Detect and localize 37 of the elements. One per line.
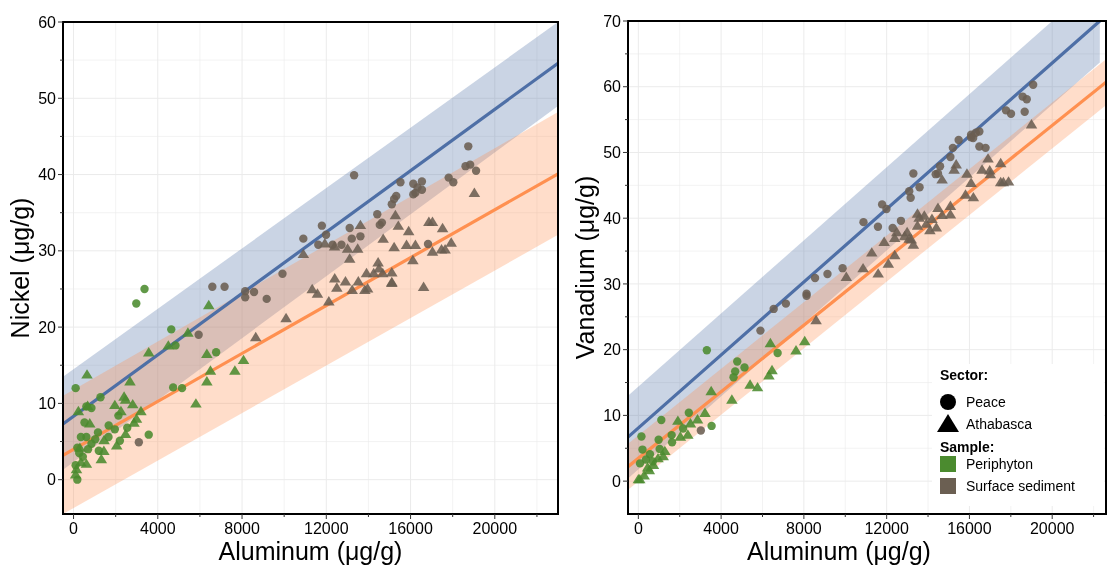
y-axis-title: Nickel (μg/g) — [6, 197, 34, 339]
y-tick-label: 60 — [38, 13, 57, 31]
legend-label: Surface sediment — [966, 477, 1076, 494]
annotation: Sample: — [940, 439, 995, 455]
y-tick-label: 0 — [47, 471, 57, 489]
x-tick-label: 8000 — [786, 520, 822, 537]
x-tick-label: 20000 — [472, 520, 518, 537]
x-tick-label: 4000 — [139, 520, 176, 537]
y-tick-label: 10 — [38, 395, 57, 412]
legend-label: Peace — [966, 393, 1006, 410]
x-axis-title: Aluminum (μg/g) — [218, 537, 403, 565]
x-tick-label: 0 — [633, 520, 643, 537]
x-tick-label: 8000 — [224, 520, 260, 537]
y-tick-label: 20 — [38, 318, 57, 336]
x-tick-label: 12000 — [304, 520, 349, 537]
y-axis-title: Vanadium (μg/g) — [571, 175, 599, 360]
y-tick-label: 30 — [603, 275, 622, 293]
x-axis-title: Aluminum (μg/g) — [747, 537, 931, 565]
y-tick-label: 40 — [603, 209, 622, 227]
x-tick-label: 16000 — [947, 520, 992, 537]
y-tick-label: 30 — [38, 242, 57, 260]
y-tick-label: 20 — [603, 341, 622, 359]
legend-label: Athabasca — [966, 415, 1033, 432]
y-tick-label: 50 — [38, 89, 57, 107]
x-tick-label: 20000 — [1029, 520, 1075, 537]
y-tick-label: 70 — [603, 12, 622, 30]
legend-title: Sector: — [940, 367, 989, 383]
y-tick-label: 60 — [603, 78, 622, 96]
y-tick-label: 10 — [603, 407, 622, 424]
x-tick-label: 16000 — [388, 520, 433, 537]
x-tick-label: 0 — [69, 520, 79, 537]
x-tick-label: 12000 — [864, 520, 909, 537]
legend-label: Periphyton — [966, 455, 1033, 472]
y-tick-label: 0 — [612, 472, 622, 490]
x-tick-label: 4000 — [703, 520, 740, 537]
y-tick-label: 50 — [603, 144, 622, 162]
y-tick-label: 40 — [38, 166, 57, 184]
